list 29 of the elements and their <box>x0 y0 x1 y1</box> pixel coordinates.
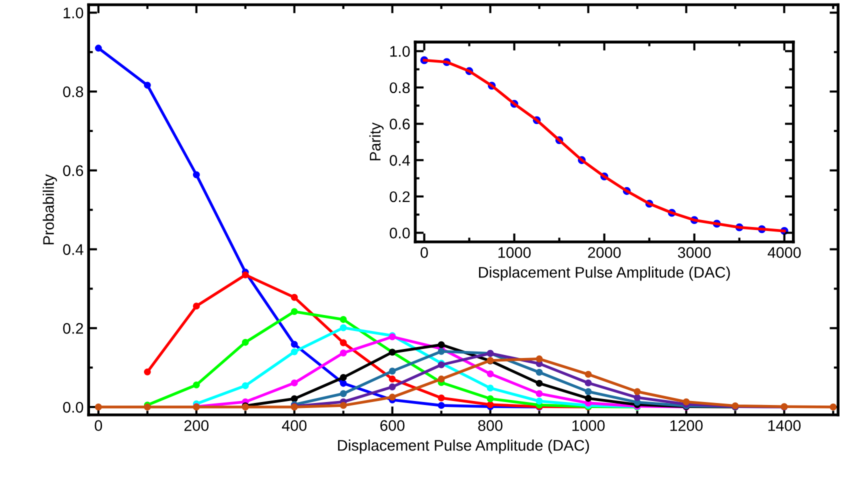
y-tick-label: 0.2 <box>390 191 410 202</box>
x-tick-label: 4000 <box>768 247 801 258</box>
x-tick-label: 0 <box>420 247 428 258</box>
y-tick-label: 0.0 <box>63 402 84 413</box>
x-tick-label: 1000 <box>498 247 531 258</box>
y-tick-label: 0.0 <box>390 228 410 238</box>
x-tick-label: 600 <box>380 420 404 431</box>
y-tick-label: 0.8 <box>63 86 84 98</box>
y-tick-label: 0.2 <box>63 323 83 334</box>
y-tick-label: 0.4 <box>390 155 410 166</box>
x-tick-label: 3000 <box>678 247 711 258</box>
x-axis-title: Displacement Pulse Amplitude (DAC) <box>338 440 589 454</box>
y-tick-label: 0.4 <box>63 244 84 255</box>
y-tick-label: 1.0 <box>64 8 84 18</box>
x-tick-label: 1000 <box>572 420 605 431</box>
y-tick-label: 0.6 <box>390 118 410 130</box>
y-axis-title: Probability <box>42 174 57 244</box>
x-tick-label: 1400 <box>768 420 801 431</box>
y-tick-label: 0.8 <box>390 82 410 94</box>
x-axis-title: Displacement Pulse Amplitude (DAC) <box>479 266 730 281</box>
x-tick-label: 2000 <box>588 247 621 258</box>
x-tick-label: 1200 <box>670 420 703 431</box>
x-tick-label: 0 <box>94 420 102 431</box>
y-axis-title: Parity <box>369 122 384 160</box>
x-tick-label: 200 <box>184 420 209 431</box>
x-tick-label: 800 <box>478 420 502 431</box>
y-tick-label: 0.6 <box>63 165 84 176</box>
y-tick-label: 1.0 <box>390 46 410 57</box>
x-tick-label: 400 <box>282 420 307 431</box>
